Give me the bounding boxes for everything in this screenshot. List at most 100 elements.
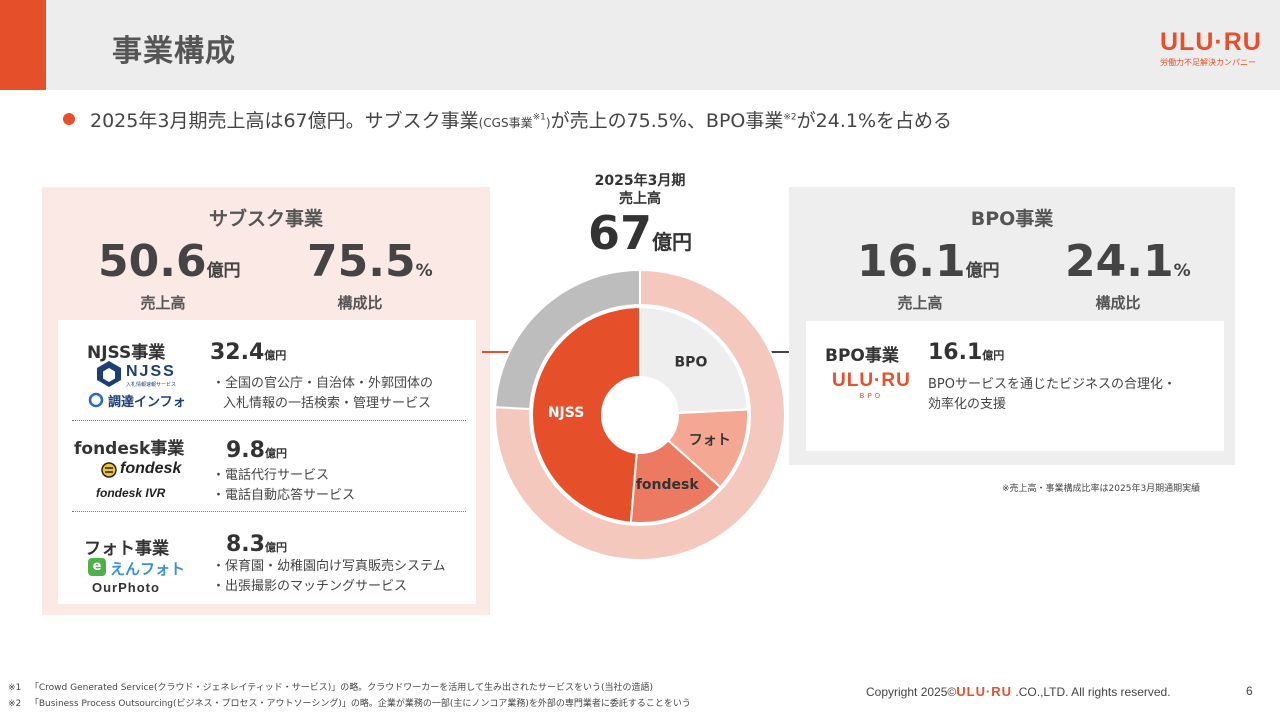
fondesk-desc-line-2: ・電話自動応答サービス bbox=[212, 488, 356, 503]
subscription-title: サブスク事業 bbox=[208, 208, 323, 230]
bpo-business-value-number: 16.1 bbox=[928, 340, 983, 365]
outer-slice-subscription bbox=[494, 268, 786, 561]
njss-business-value: 32.4億円 bbox=[210, 340, 286, 365]
data-note: ※売上高・事業構成比率は2025年3月期通期実績 bbox=[1002, 484, 1201, 494]
njss-desc-line-2: 入札情報の一括検索・管理サービス bbox=[223, 396, 432, 411]
subscription-sales-unit: 億円 bbox=[206, 261, 241, 281]
header-band bbox=[0, 0, 1280, 90]
bpo-business-name: BPO事業 bbox=[825, 346, 899, 366]
subscription-ratio-unit: % bbox=[415, 261, 433, 281]
footnote-1-text: 「Crowd Generated Service(クラウド・ジェネレイティッド・… bbox=[29, 683, 654, 693]
bpo-business-box bbox=[806, 321, 1224, 451]
footnote-2-text: 「Business Process Outsourcing(ビジネス・プロセス・… bbox=[29, 699, 691, 709]
bpo-business-value: 16.1億円 bbox=[928, 340, 1004, 365]
summary-part1: 2025年3月期売上高は67億円。サブスク事業 bbox=[90, 110, 479, 132]
subscription-sales-value: 50.6 bbox=[98, 236, 207, 287]
bpo-logo: ULU·RU BPO bbox=[832, 370, 911, 400]
photo-desc-line-1: ・保育園・幼稚園向け写真販売システム bbox=[212, 559, 446, 574]
outer-slice-bpo bbox=[494, 268, 641, 411]
summary-part4: が売上の75.5%、BPO事業 bbox=[550, 110, 784, 132]
divider bbox=[72, 511, 466, 512]
center-total: 67億円 bbox=[560, 206, 720, 260]
photo-value: 8.3 bbox=[226, 532, 265, 557]
photo-unit: 億円 bbox=[264, 541, 287, 554]
bpo-sales-caption: 売上高 bbox=[897, 294, 943, 312]
summary-text: 2025年3月期売上高は67億円。サブスク事業(CGS事業※1)が売上の75.5… bbox=[90, 106, 952, 133]
bpo-ratio-unit: % bbox=[1173, 261, 1191, 281]
bpo-desc-line-1: BPOサービスを通じたビジネスの合理化・ bbox=[928, 377, 1176, 392]
slice-label-njss: NJSS bbox=[548, 405, 584, 421]
footnote-1-mark: ※1 bbox=[8, 683, 22, 693]
subscription-sales: 50.6億円 bbox=[98, 236, 241, 287]
subscription-sales-caption: 売上高 bbox=[140, 294, 186, 312]
center-label: 売上高 bbox=[619, 191, 661, 207]
inner-slice-njss bbox=[531, 305, 641, 524]
njss-logo-sub: 入札情報速報サービス bbox=[126, 382, 177, 388]
subscription-business-list bbox=[58, 320, 476, 604]
photo-business-value: 8.3億円 bbox=[226, 532, 287, 557]
enphoto-logo-text: えんフォト bbox=[110, 560, 186, 578]
bpo-sales: 16.1億円 bbox=[857, 236, 1000, 287]
inner-slice-bpo bbox=[639, 305, 749, 415]
njss-business-name: NJSS事業 bbox=[87, 343, 166, 363]
bpo-title: BPO事業 bbox=[970, 208, 1054, 230]
center-total-unit: 億円 bbox=[652, 230, 692, 254]
bpo-logo-text: ULU·RU bbox=[832, 370, 911, 391]
copyright-suffix: .CO.,LTD. All rights reserved. bbox=[1012, 685, 1171, 699]
njss-logo-text: NJSS bbox=[126, 363, 176, 380]
bpo-sales-unit: 億円 bbox=[965, 261, 1000, 281]
chotatsu-logo-text: 調達インフォ bbox=[108, 395, 186, 410]
chotatsu-ring-icon bbox=[88, 392, 104, 408]
summary-sup2: ※2 bbox=[783, 112, 797, 123]
page-title: 事業構成 bbox=[112, 34, 236, 69]
njss-description: ・全国の官公庁・自治体・外郭団体の 入札情報の一括検索・管理サービス bbox=[212, 374, 433, 414]
fondesk-ivr-logo: fondesk IVR bbox=[96, 486, 166, 500]
fondesk-unit: 億円 bbox=[264, 447, 287, 460]
photo-desc-line-2: ・出張撮影のマッチングサービス bbox=[212, 579, 408, 594]
summary-part3: ) bbox=[545, 116, 551, 130]
footnote-1: ※1 「Crowd Generated Service(クラウド・ジェネレイティ… bbox=[8, 680, 653, 693]
inner-slice-fondesk bbox=[629, 438, 722, 524]
bpo-ratio-caption: 構成比 bbox=[1095, 294, 1141, 312]
inner-slice-photo bbox=[666, 408, 749, 489]
subscription-ratio: 75.5% bbox=[307, 236, 433, 287]
divider bbox=[72, 420, 466, 421]
bpo-desc-line-2: 効率化の支援 bbox=[928, 397, 1007, 412]
slice-label-photo: フォト bbox=[689, 433, 731, 449]
header-accent-bar bbox=[0, 0, 46, 90]
fondesk-desc-line-1: ・電話代行サービス bbox=[212, 468, 330, 483]
summary-part2: (CGS事業 bbox=[478, 116, 533, 130]
photo-description: ・保育園・幼稚園向け写真販売システム ・出張撮影のマッチングサービス bbox=[212, 557, 446, 597]
summary-sup1: ※1 bbox=[532, 112, 546, 123]
copyright-prefix: Copyright 2025© bbox=[866, 685, 957, 699]
njss-value: 32.4 bbox=[210, 340, 265, 365]
njss-unit: 億円 bbox=[264, 349, 287, 362]
bpo-description: BPOサービスを通じたビジネスの合理化・ 効率化の支援 bbox=[928, 375, 1176, 415]
footnote-2: ※2 「Business Process Outsourcing(ビジネス・プロ… bbox=[8, 696, 691, 709]
bpo-sales-value: 16.1 bbox=[857, 236, 966, 287]
center-total-value: 67 bbox=[587, 206, 652, 260]
sales-composition-chart: NJSS fondesk フォト BPO bbox=[494, 268, 786, 561]
company-logo-text: ULU·RU bbox=[1160, 28, 1262, 56]
fondesk-business-value: 9.8億円 bbox=[226, 438, 287, 463]
njss-hex-icon bbox=[97, 361, 121, 387]
fondesk-logo-text: fondesk bbox=[120, 460, 182, 477]
njss-desc-line-1: ・全国の官公庁・自治体・外郭団体の bbox=[212, 376, 434, 391]
center-period: 2025年3月期 bbox=[594, 173, 686, 189]
connector-subscription bbox=[482, 351, 534, 353]
company-logo: ULU·RU 労働力不足解決カンパニー bbox=[1160, 28, 1262, 68]
fondesk-bee-icon bbox=[101, 462, 117, 478]
fondesk-business-name: fondesk事業 bbox=[74, 439, 185, 459]
bpo-logo-sub: BPO bbox=[859, 392, 884, 400]
summary-part5: が24.1%を占める bbox=[796, 110, 953, 132]
footnote-2-mark: ※2 bbox=[8, 699, 22, 709]
page-number: 6 bbox=[1246, 684, 1253, 698]
subscription-ratio-value: 75.5 bbox=[307, 236, 416, 287]
fondesk-value: 9.8 bbox=[226, 438, 265, 463]
bpo-ratio-value: 24.1 bbox=[1065, 236, 1174, 287]
photo-business-name: フォト事業 bbox=[84, 539, 169, 559]
enphoto-icon: e bbox=[88, 558, 106, 576]
bullet-dot bbox=[63, 113, 75, 125]
bpo-business-unit: 億円 bbox=[982, 349, 1005, 362]
company-tagline: 労働力不足解決カンパニー bbox=[1160, 58, 1256, 67]
